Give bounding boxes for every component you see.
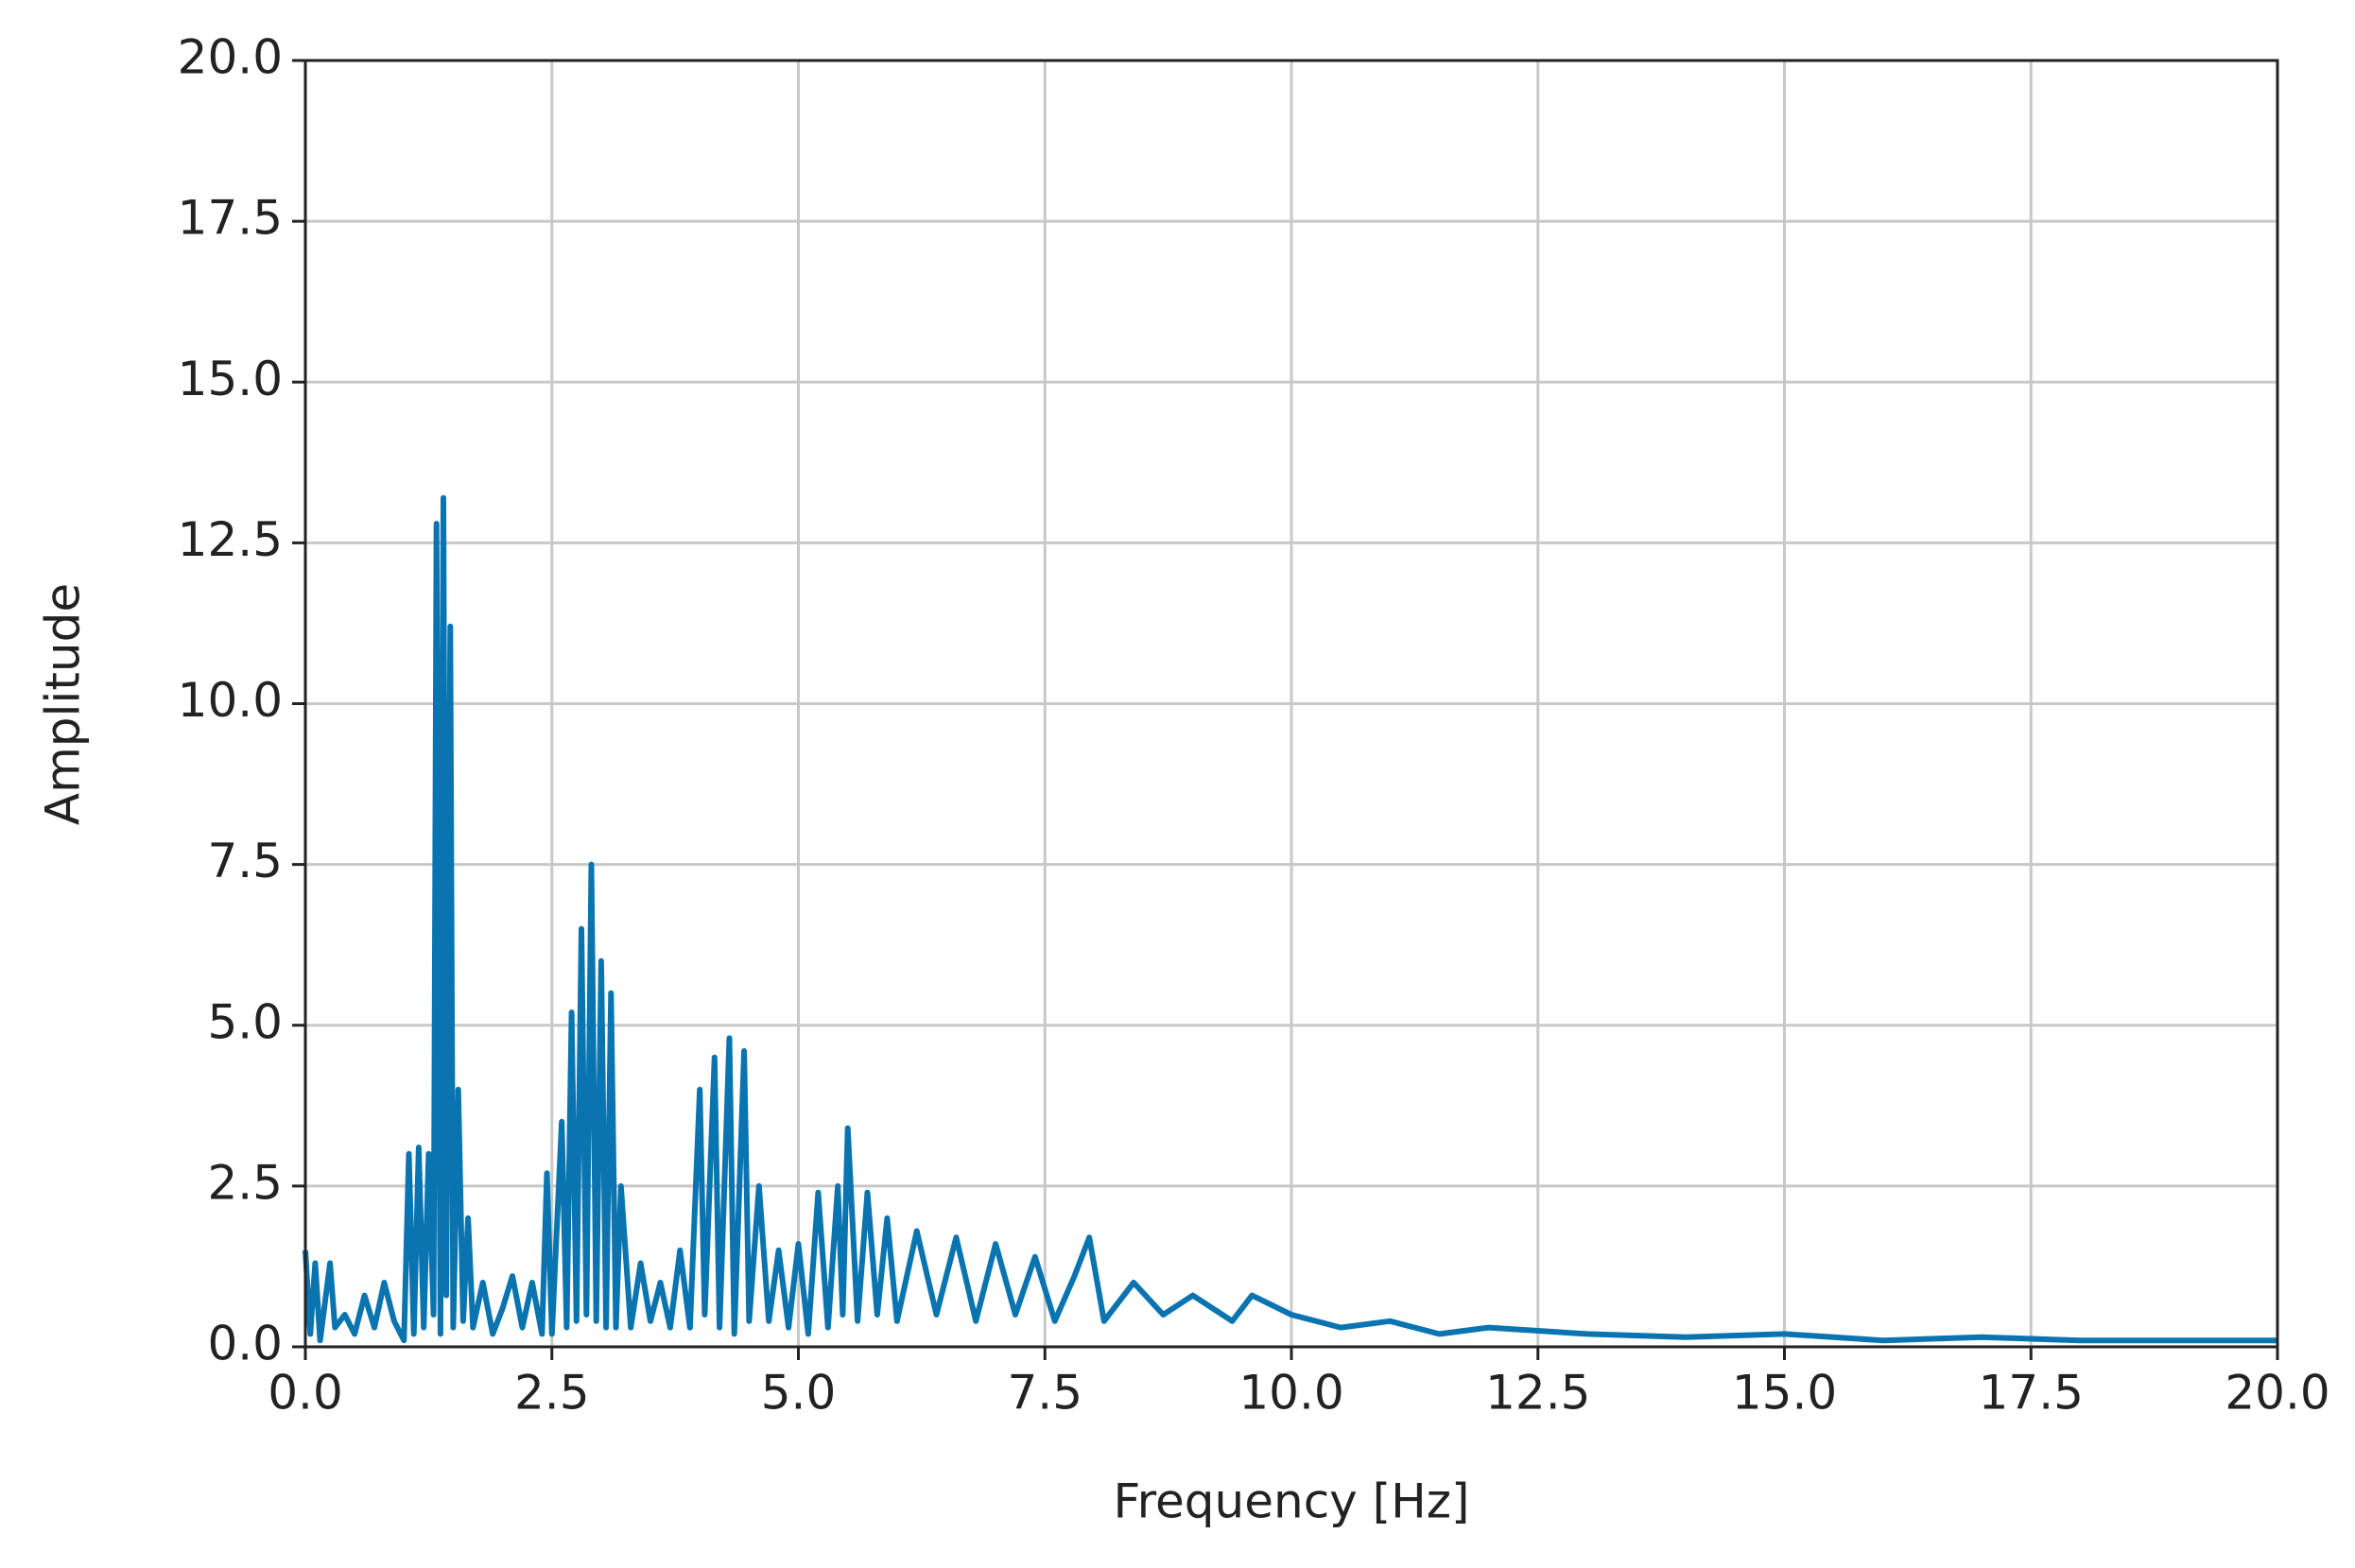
y-tick-label: 7.5 xyxy=(207,834,283,888)
x-tick-label: 17.5 xyxy=(1979,1366,2084,1421)
y-tick-label: 12.5 xyxy=(178,512,283,567)
spectrum-line xyxy=(303,494,2277,1344)
plot-area xyxy=(303,494,2277,1344)
x-tick-label: 15.0 xyxy=(1732,1366,1837,1421)
y-tick-label: 2.5 xyxy=(207,1155,283,1210)
x-tick-label: 2.5 xyxy=(514,1366,590,1421)
y-tick-label: 10.0 xyxy=(178,673,283,728)
y-tick-label: 20.0 xyxy=(178,30,283,85)
x-tick-label: 12.5 xyxy=(1485,1366,1590,1421)
x-axis-label: Frequency [Hz] xyxy=(1113,1474,1469,1529)
y-tick-label: 5.0 xyxy=(207,994,283,1049)
x-tick-label: 0.0 xyxy=(268,1366,343,1421)
x-tick-label: 5.0 xyxy=(761,1366,837,1421)
x-tick-label: 7.5 xyxy=(1007,1366,1082,1421)
x-tick-label: 20.0 xyxy=(2225,1366,2329,1421)
y-tick-label: 15.0 xyxy=(178,352,283,406)
x-tick-label: 10.0 xyxy=(1238,1366,1343,1421)
y-tick-label: 17.5 xyxy=(178,191,283,246)
y-axis-label: Amplitude xyxy=(36,583,91,825)
y-tick-label: 0.0 xyxy=(207,1317,283,1371)
